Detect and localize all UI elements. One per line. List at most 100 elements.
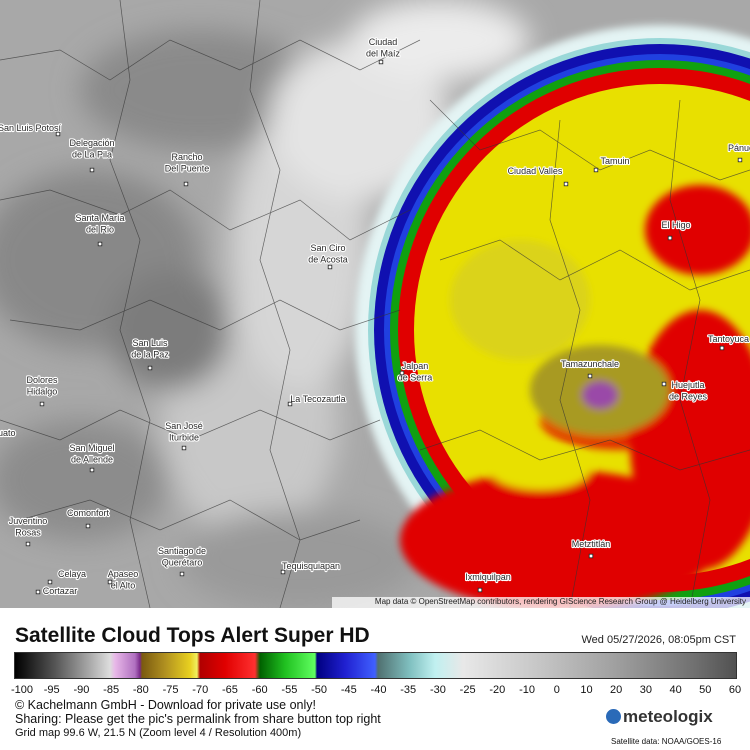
scale-tick-label: 10: [580, 684, 593, 696]
copyright: © Kachelmann GmbH - Download for private…: [15, 698, 317, 712]
place-marker: [85, 523, 91, 529]
place-marker: [89, 167, 95, 173]
place-marker: [399, 370, 405, 376]
place-label: Ciudad Valles: [508, 166, 563, 176]
scale-tick-label: -65: [222, 684, 238, 696]
scale-tick-label: -100: [10, 684, 34, 696]
place-marker: [280, 569, 286, 575]
timestamp: Wed 05/27/2026, 08:05pm CST: [581, 634, 736, 646]
place-label: Tantoyuca: [708, 334, 749, 344]
scale-tick-label: -25: [459, 684, 476, 696]
scale-tick-label: -45: [340, 684, 357, 696]
place-label: de la Paz: [131, 350, 169, 360]
place-label: Tamazunchale: [561, 359, 619, 369]
place-marker: [39, 401, 45, 407]
place-label: el Alto: [111, 581, 136, 591]
logo-text: meteologix: [623, 707, 713, 726]
scale-tick-label: -70: [192, 684, 209, 696]
place-marker: [147, 365, 153, 371]
place-label: Dolores: [26, 375, 58, 385]
place-marker: [35, 589, 41, 595]
scale-tick-label: -75: [162, 684, 179, 696]
place-label: San José: [165, 421, 203, 431]
place-label: Iturbide: [169, 433, 199, 443]
place-marker: [587, 373, 593, 379]
place-label: Apaseo: [108, 569, 139, 579]
place-label: Querétaro: [162, 558, 203, 568]
place-marker: [25, 541, 31, 547]
scale-tick-label: -95: [43, 684, 60, 696]
place-marker: [181, 445, 187, 451]
place-label: Tequisquiapan: [282, 561, 340, 571]
color-scale-bar: [14, 652, 737, 679]
place-label: Celaya: [58, 569, 86, 579]
place-marker: [55, 131, 61, 137]
place-label: del Maíz: [366, 49, 401, 59]
place-marker: [327, 264, 333, 270]
scale-tick-label: -30: [429, 684, 446, 696]
place-label: San Ciro: [310, 243, 345, 253]
place-marker: [179, 571, 185, 577]
place-marker: [107, 579, 113, 585]
place-marker: [563, 181, 569, 187]
place-marker: [737, 157, 743, 163]
logo-icon: [606, 709, 621, 724]
scale-tick-label: -60: [251, 684, 268, 696]
place-label: Hidalgo: [27, 387, 58, 397]
place-label: de La Pila: [72, 150, 112, 160]
place-label: Santa María: [75, 213, 124, 223]
place-label: del Rio: [86, 225, 114, 235]
scale-tick-label: -35: [400, 684, 417, 696]
grid-info: Grid map 99.6 W, 21.5 N (Zoom level 4 / …: [15, 727, 302, 739]
logo[interactable]: meteologix: [606, 707, 713, 727]
scale-tick-label: 20: [610, 684, 623, 696]
place-label: Juventino: [9, 516, 48, 526]
scale-tick-label: 50: [699, 684, 712, 696]
place-label: Ixmiquilpan: [465, 572, 511, 582]
place-label: San Luis Potosí: [0, 123, 62, 133]
place-marker: [593, 167, 599, 173]
scale-tick-label: 0: [553, 684, 560, 696]
place-label: Huejutla: [671, 380, 704, 390]
place-label: Delegación: [69, 138, 114, 148]
place-marker: [378, 59, 384, 65]
place-label: Jalpan: [402, 361, 429, 371]
place-label: La Tecozautla: [290, 394, 345, 404]
place-label: de Serra: [398, 373, 433, 383]
data-source: Satellite data: NOAA/GOES-16: [611, 737, 722, 746]
place-marker: [287, 401, 293, 407]
title: Satellite Cloud Tops Alert Super HD: [15, 624, 370, 647]
place-label: Rancho: [171, 152, 202, 162]
scale-tick-label: 60: [728, 684, 742, 696]
place-label: San Luis: [132, 338, 168, 348]
scale-tick-label: -80: [132, 684, 149, 696]
place-marker: [719, 345, 725, 351]
place-label: de Acosta: [308, 255, 348, 265]
scale-tick-label: -85: [103, 684, 120, 696]
place-label: Santiago de: [158, 546, 206, 556]
place-label: de Allende: [71, 455, 113, 465]
sharing-note: Sharing: Please get the pic's permalink …: [15, 712, 381, 726]
place-label: Pánuco: [728, 143, 750, 153]
place-label: Rosas: [15, 528, 41, 538]
place-label: San Miguel: [69, 443, 114, 453]
place-marker: [97, 241, 103, 247]
scale-tick-label: -90: [73, 684, 90, 696]
place-label: Tamuin: [600, 156, 629, 166]
satellite-map: Ciudad del Maíz San Luis Potosí Delegación d…: [0, 0, 750, 608]
scale-tick-label: -50: [311, 684, 328, 696]
place-label: de Reyes: [669, 392, 708, 402]
map-attribution: Map data © OpenStreetMap contributors, r…: [375, 597, 746, 606]
scale-tick-label: -40: [370, 684, 387, 696]
place-marker: [588, 553, 594, 559]
scale-tick-label: -10: [519, 684, 535, 696]
scale-tick-label: 30: [639, 684, 652, 696]
scale-tick-label: -55: [281, 684, 298, 696]
scale-tick-label: -20: [489, 684, 506, 696]
place-marker: [47, 579, 53, 585]
scale-tick-label: 40: [669, 684, 682, 696]
place-label: El Higo: [661, 220, 690, 230]
place-marker: [477, 587, 483, 593]
place-label: Ciudad: [369, 37, 398, 47]
